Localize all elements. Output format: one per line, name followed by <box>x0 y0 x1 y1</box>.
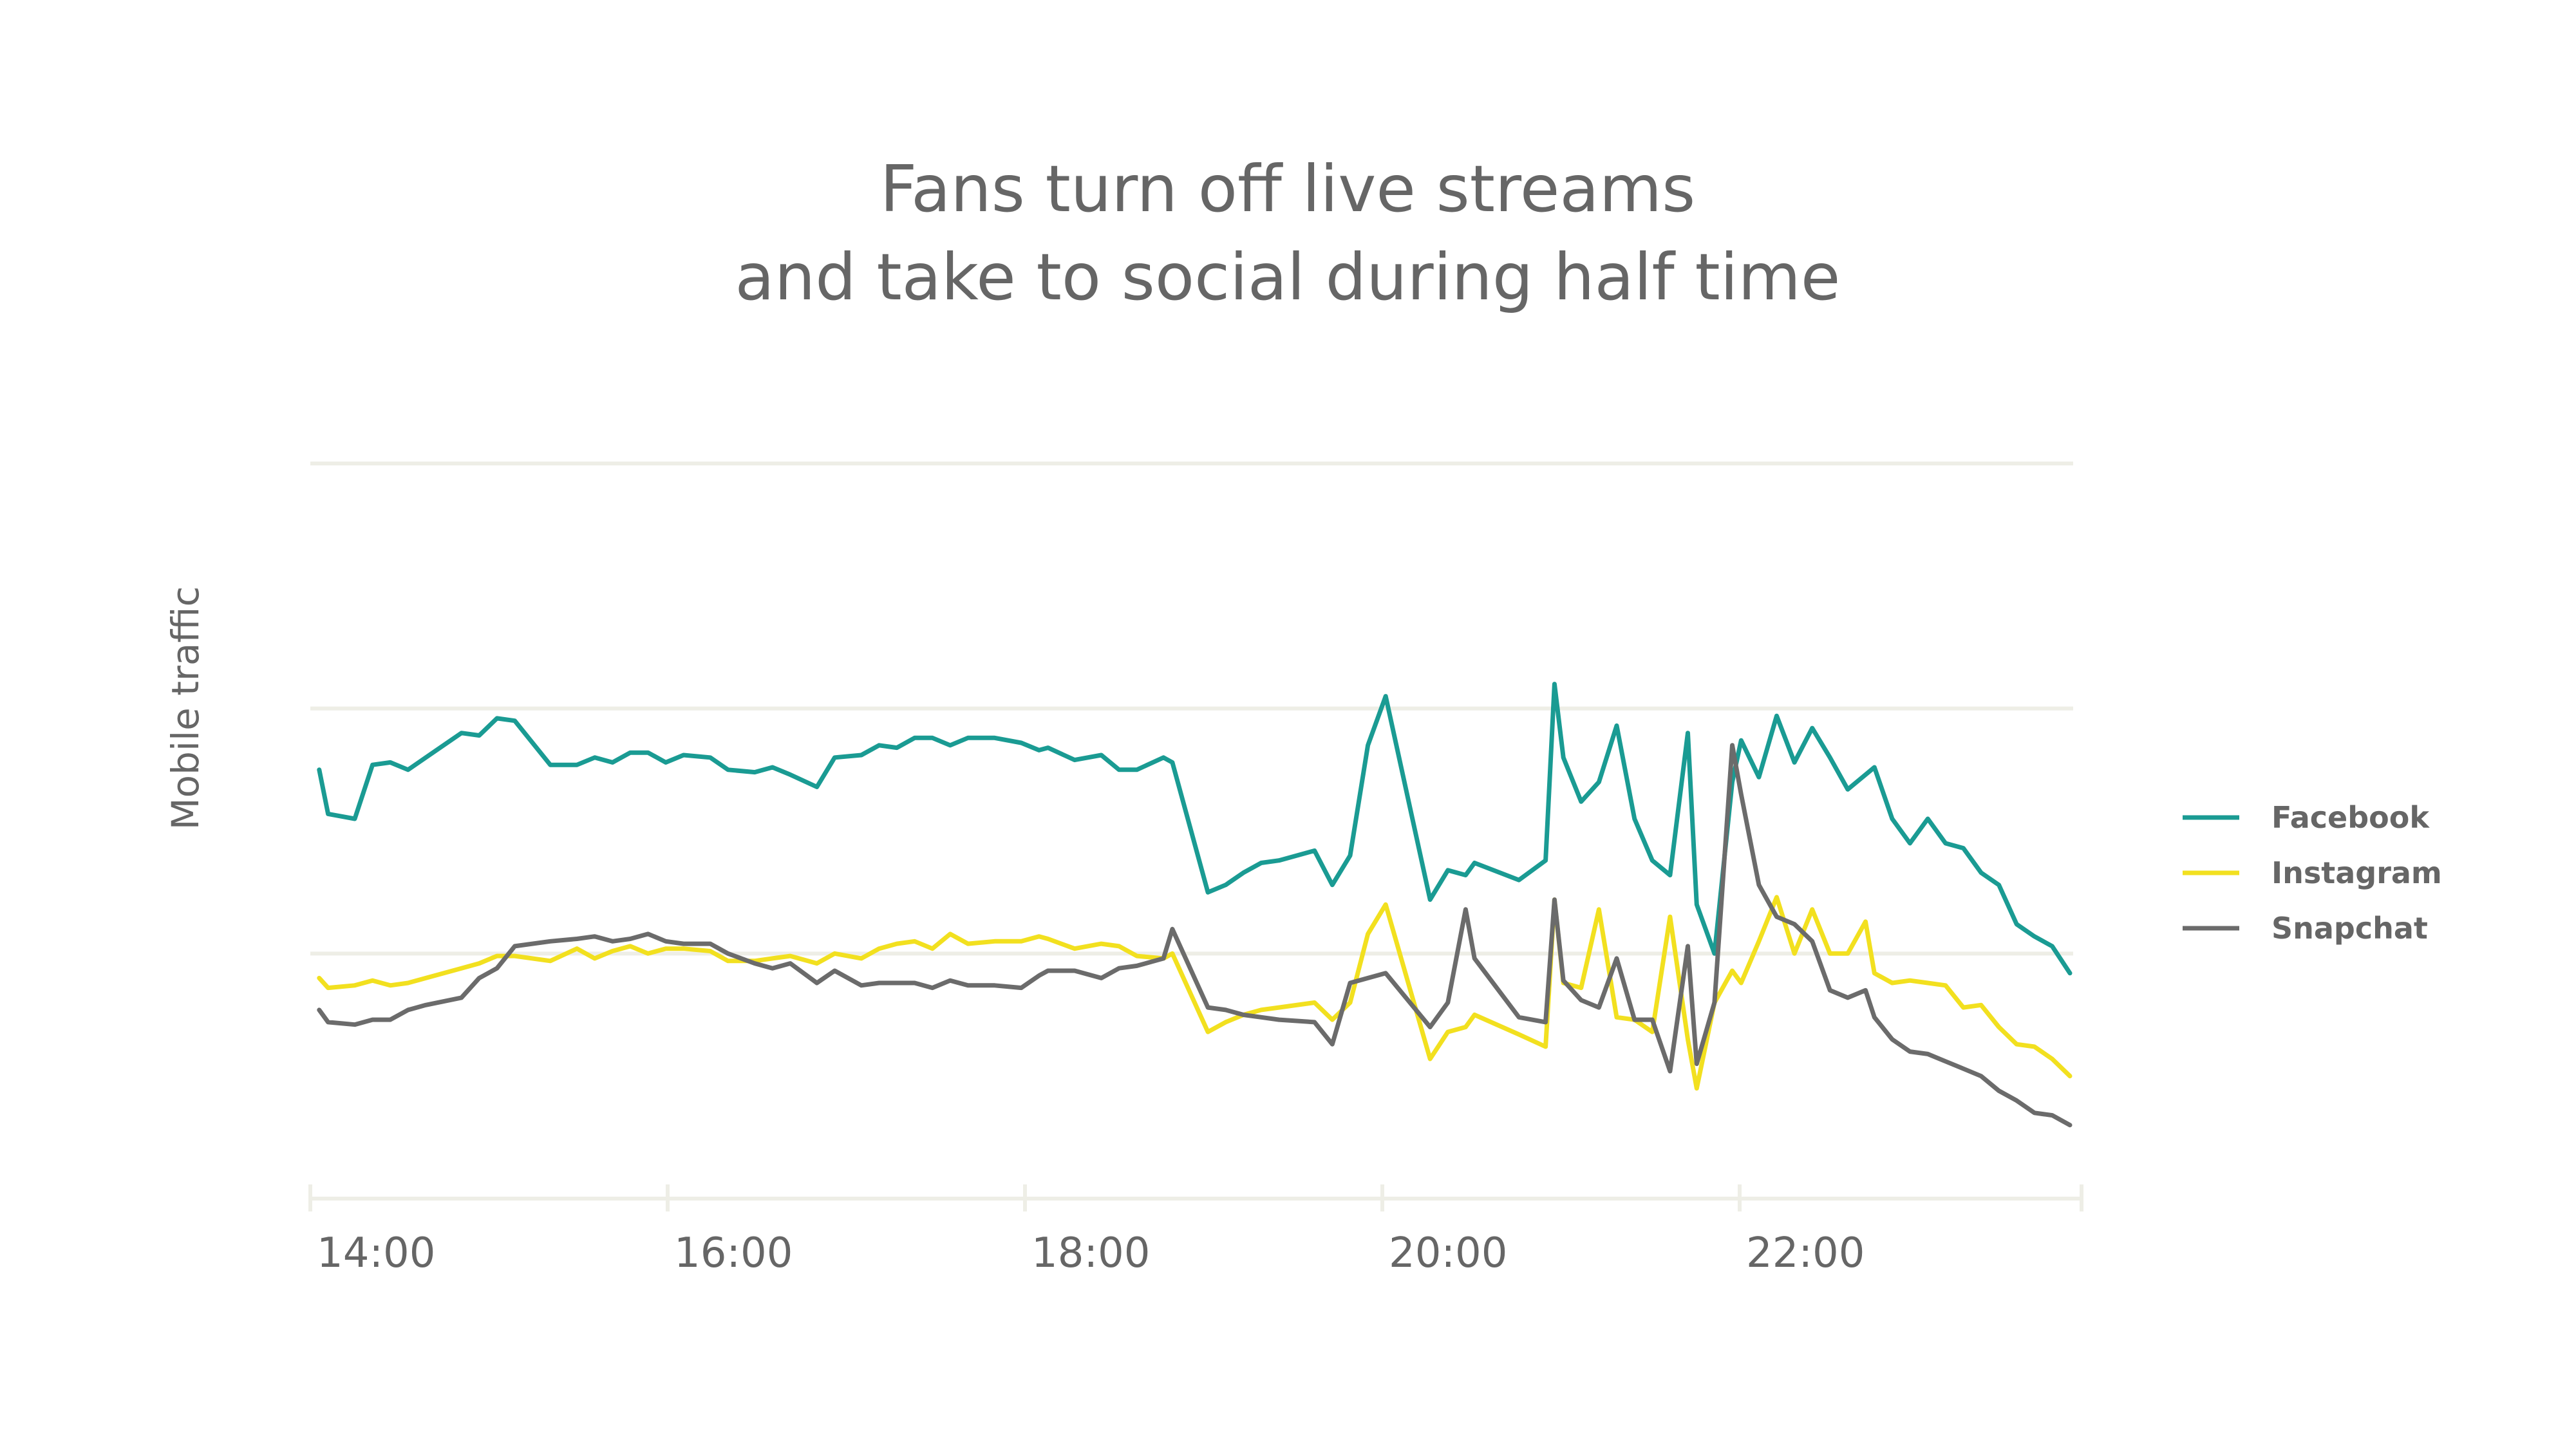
y-axis-label: Mobile traffic <box>164 586 207 830</box>
series-line-instagram <box>317 895 2073 1091</box>
x-tick-label: 16:00 <box>674 1229 793 1277</box>
series-line-facebook <box>317 682 2073 976</box>
x-tick-label: 14:00 <box>317 1229 435 1277</box>
x-tick-label: 22:00 <box>1746 1229 1865 1277</box>
legend-label-snapchat: Snapchat <box>2271 911 2428 946</box>
plot-area <box>317 682 2073 1128</box>
chart-title-line-2: and take to social during half time <box>735 239 1841 315</box>
x-tick-label: 20:00 <box>1389 1229 1507 1277</box>
x-axis: 14:00 16:00 18:00 20:00 22:00 <box>308 1184 2083 1277</box>
legend-label-instagram: Instagram <box>2271 855 2442 890</box>
x-tick-label: 18:00 <box>1031 1229 1150 1277</box>
series-line-snapchat <box>317 743 2073 1128</box>
legend: Facebook Instagram Snapchat <box>2183 800 2442 946</box>
chart-title-line-1: Fans turn off live streams <box>880 151 1695 227</box>
gridlines <box>310 462 2073 956</box>
legend-label-facebook: Facebook <box>2271 800 2430 835</box>
